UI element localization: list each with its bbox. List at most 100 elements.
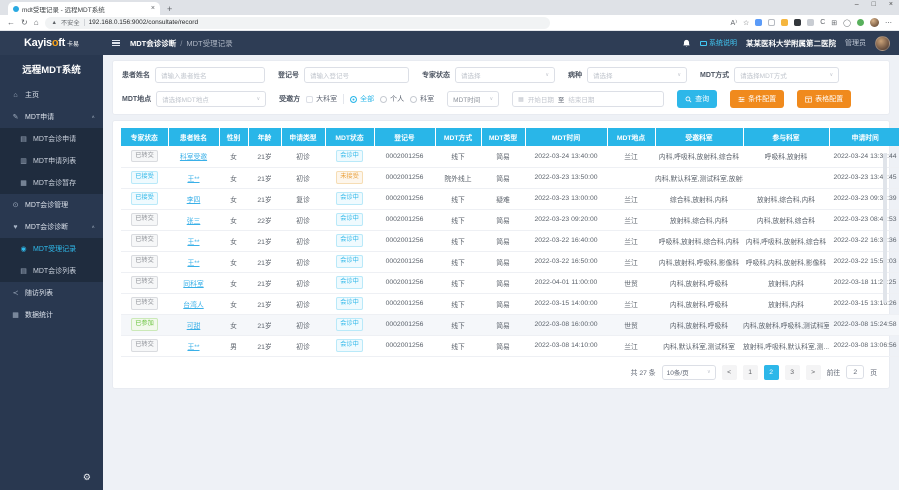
sidebar-item-home[interactable]: ⌂ 主页: [0, 84, 103, 106]
app-logo: Kayisoft 卡易: [23, 37, 80, 49]
extension-icon[interactable]: [857, 19, 864, 26]
patient-name-link[interactable]: 李四: [186, 196, 201, 204]
gender-cell: 女: [219, 167, 248, 189]
radio-personal[interactable]: 个人: [380, 94, 404, 104]
prev-page-button[interactable]: <: [721, 364, 737, 380]
mdt-type-cell: 简易: [481, 146, 525, 168]
patient-name-link[interactable]: 王**: [187, 238, 200, 246]
disease-select[interactable]: 请选择 ∨: [587, 67, 687, 83]
dept-checkbox[interactable]: 大科室: [306, 94, 337, 104]
apply-type-cell: 初诊: [281, 230, 325, 252]
patient-name-link[interactable]: 可甜: [186, 322, 201, 330]
patient-name-link[interactable]: 科室受邀: [179, 154, 208, 162]
page-button-3[interactable]: 3: [784, 364, 800, 380]
gear-icon[interactable]: ⚙: [82, 472, 91, 482]
record-icon: ◉: [20, 246, 27, 253]
mdt-time-cell: 2022-03-23 09:20:00: [525, 209, 607, 231]
window-close-icon[interactable]: ×: [888, 1, 893, 8]
mdt-mode-select[interactable]: 请选择MDT方式 ∨: [734, 67, 840, 83]
goto-page-input[interactable]: 2: [846, 365, 865, 379]
user-avatar[interactable]: [875, 35, 890, 51]
sidebar-item-mdt-record[interactable]: ◉ MDT受理记录: [20, 246, 77, 253]
date-range-input[interactable]: ▦ 开始日期 至 结束日期: [512, 91, 665, 107]
patient-name-link[interactable]: 王**: [187, 343, 200, 351]
patient-name-link[interactable]: 王**: [187, 259, 200, 267]
next-page-button[interactable]: >: [805, 364, 821, 380]
sidebar-item-mdt-diagnosis[interactable]: ♥ MDT会诊诊断 ∧: [0, 216, 103, 238]
mdt-mode-cell: 线下: [435, 209, 481, 231]
expert-status-select[interactable]: 请选择 ∨: [455, 67, 555, 83]
chevron-up-icon: ∧: [91, 114, 95, 120]
page-button-2[interactable]: 2: [763, 364, 779, 380]
notification-bell-icon[interactable]: [682, 39, 691, 48]
mdt-type-cell: 简易: [481, 251, 525, 273]
extension-icon[interactable]: [781, 19, 789, 26]
tab-close-icon[interactable]: ×: [150, 5, 155, 12]
extension-icon[interactable]: [807, 19, 815, 26]
radio-all[interactable]: 全部: [350, 94, 374, 104]
mdt-type-cell: 简易: [481, 167, 525, 189]
mdt-status-tag: 会诊中: [336, 255, 363, 268]
search-button[interactable]: 查询: [677, 90, 718, 108]
sidebar-item-mdt-draft[interactable]: ▦ MDT会诊暂存: [20, 180, 77, 187]
collections-icon[interactable]: ◯: [843, 19, 851, 27]
extension-icon[interactable]: [755, 19, 763, 26]
sidebar-item-mdt-apply[interactable]: ✎ MDT申请 ∧: [12, 114, 95, 121]
apply-time-cell: 2022-03-22 16:31:36: [829, 230, 899, 252]
condition-config-button[interactable]: 条件配置: [730, 90, 785, 108]
page-size-select[interactable]: 10条/页 ∨: [661, 364, 716, 380]
browser-menu-icon[interactable]: ⋯: [885, 19, 892, 27]
split-screen-icon[interactable]: ⊞: [831, 19, 838, 27]
table-config-icon: [805, 96, 812, 102]
sidebar-item-mdt-apply-list[interactable]: ▥ MDT申请列表: [20, 158, 77, 165]
extension-icon[interactable]: [794, 19, 802, 26]
invitee-label: 受邀方: [279, 96, 301, 103]
column-header: 申请类型: [281, 128, 326, 146]
joined-depts-cell: 放射科,内科: [743, 272, 829, 294]
patient-name-link[interactable]: 台湾人: [183, 301, 204, 309]
font-size-icon[interactable]: A⁾: [730, 19, 737, 27]
patient-name-input[interactable]: 请输入患者姓名: [155, 67, 265, 83]
expert-status-tag: 已转交: [131, 339, 158, 352]
mdt-place-select[interactable]: 请选择MDT地点 ∨: [156, 91, 267, 107]
gender-cell: 女: [219, 146, 248, 168]
search-panel: 患者姓名 请输入患者姓名 登记号 请输入登记号 专家状态 请选择 ∨ 病种 请选择…: [112, 60, 890, 115]
browser-tab[interactable]: mdt受理记录 - 远程MDT系统 ×: [8, 2, 160, 15]
sidebar-item-statistics[interactable]: ▦ 数据统计: [12, 312, 53, 319]
back-icon[interactable]: ←: [7, 18, 15, 27]
sidebar-item-mdt-consult-apply[interactable]: ▤ MDT会诊申请: [20, 136, 77, 143]
patient-name-link[interactable]: 王**: [187, 175, 200, 183]
home-icon[interactable]: ⌂: [33, 18, 39, 27]
favorite-star-icon[interactable]: ☆: [742, 19, 750, 27]
url-text: 192.168.0.156:9002/consultate/record: [88, 19, 199, 26]
table-config-button[interactable]: 表格配置: [797, 90, 852, 108]
patient-name-link[interactable]: 同科室: [183, 280, 204, 288]
sidebar-item-followup[interactable]: ≺ 随访列表: [12, 290, 53, 297]
column-header: 受邀科室: [655, 128, 744, 146]
mdt-type-cell: 疑难: [481, 188, 525, 210]
window-maximize-icon[interactable]: □: [871, 1, 876, 8]
reload-icon[interactable]: ↻: [21, 18, 28, 27]
window-minimize-icon[interactable]: –: [854, 1, 859, 8]
extension-icon[interactable]: [768, 19, 776, 26]
mdt-status-cell: 会诊中: [325, 293, 374, 315]
new-tab-button[interactable]: +: [167, 4, 173, 14]
sidebar-item-mdt-manage[interactable]: ⊙ MDT会诊管理: [12, 202, 69, 209]
joined-depts-cell: 放射科,综合科,内科: [743, 188, 829, 210]
system-help-link[interactable]: 系统说明: [700, 38, 737, 48]
browser-profile-avatar[interactable]: [870, 18, 879, 27]
url-field[interactable]: ▲ 不安全 192.168.0.156:9002/consultate/reco…: [44, 16, 550, 29]
table-scrollbar[interactable]: [883, 153, 887, 303]
checkbox-icon: [306, 95, 314, 103]
breadcrumb-parent[interactable]: MDT会诊诊断: [130, 38, 177, 48]
patient-name-link[interactable]: 张三: [186, 217, 201, 225]
time-type-select[interactable]: MDT时间 ∨: [447, 91, 500, 107]
page-button-1[interactable]: 1: [742, 364, 758, 380]
sidebar-collapse-icon[interactable]: [112, 39, 120, 47]
radio-dept[interactable]: 科室: [410, 94, 434, 104]
patient-name-cell: 张三: [168, 209, 219, 231]
sync-icon[interactable]: C: [820, 19, 826, 26]
patient-name-cell: 王**: [168, 335, 219, 357]
sidebar-item-mdt-consult-list[interactable]: ▤ MDT会诊列表: [20, 268, 77, 275]
reg-no-input[interactable]: 请输入登记号: [304, 67, 409, 83]
